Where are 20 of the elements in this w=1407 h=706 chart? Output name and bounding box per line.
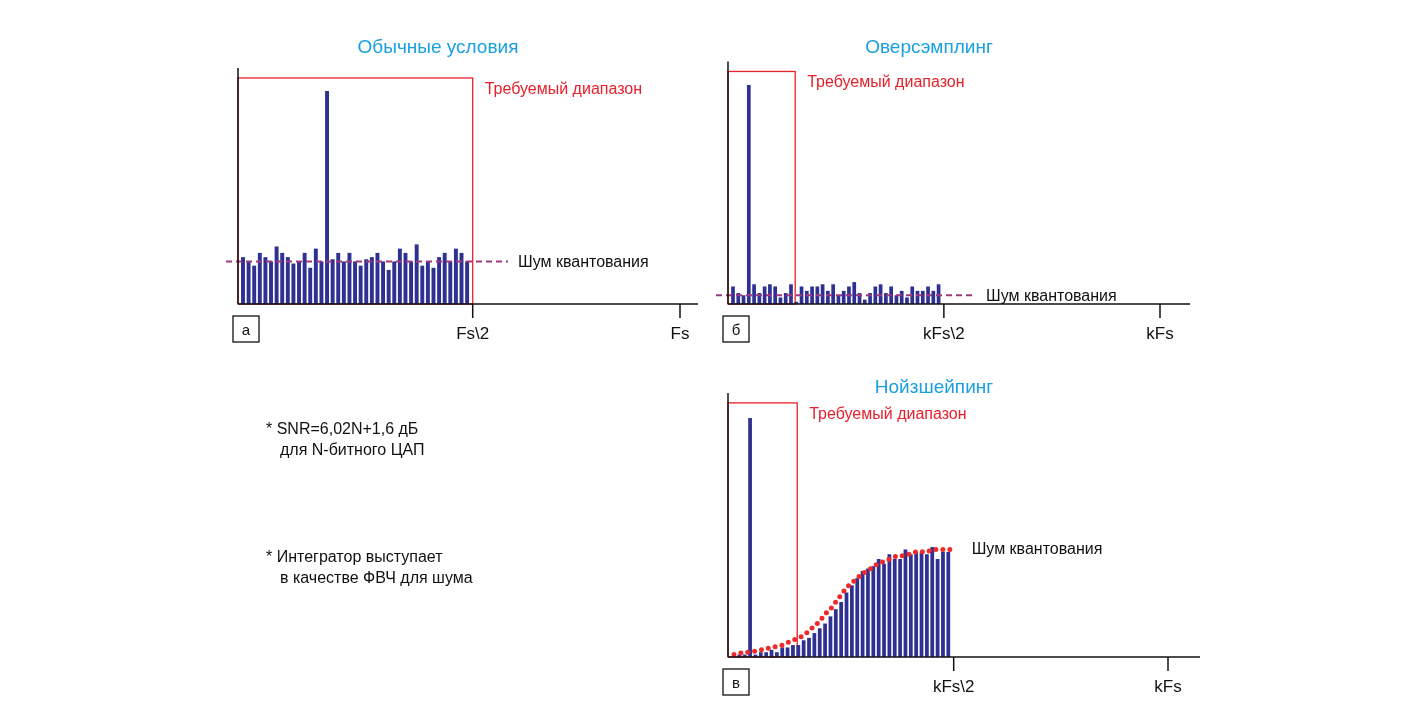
annotation: Требуемый диапазон <box>809 404 967 422</box>
x-tick-label: Fs <box>670 324 690 343</box>
chart-title: Нойзшейпинг <box>874 376 994 397</box>
text: б <box>731 321 741 338</box>
x-tick-label: kFs\2 <box>923 324 965 343</box>
x-tick-label: kFs <box>1154 677 1182 696</box>
text: в <box>732 674 741 691</box>
annotation: Требуемый диапазон <box>807 73 965 91</box>
x-tick-label: kFs\2 <box>932 677 975 696</box>
x-tick-label: kFs <box>1146 324 1174 343</box>
series-label: Шум квантования <box>971 540 1103 558</box>
chart-title: Оверсэмплинг <box>865 36 993 57</box>
chart-title: Обычные условия <box>357 36 519 57</box>
ref-line-label: Шум квантования <box>518 253 649 271</box>
x-tick-label: Fs\2 <box>456 324 490 343</box>
text: а <box>241 321 251 338</box>
annotation: Требуемый диапазон <box>484 79 643 97</box>
text: * Интегратор выступает в качестве ФВЧ для шума <box>266 548 473 586</box>
text: * SNR=6,02N+1,6 дБ для N-битного ЦАП <box>266 420 425 458</box>
ref-line-label: Шум квантования <box>986 287 1117 305</box>
